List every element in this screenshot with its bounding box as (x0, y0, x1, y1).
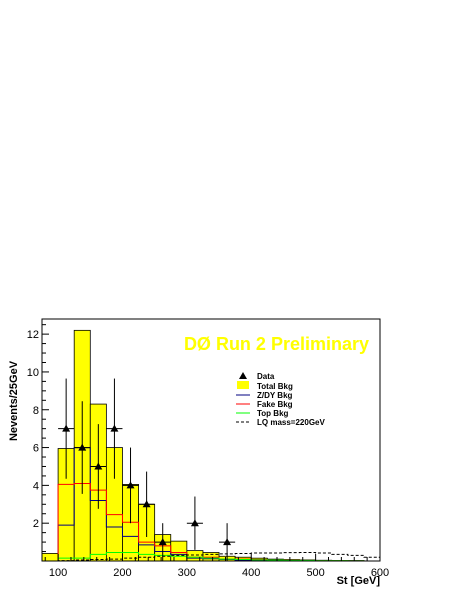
series-line-lq-mass-220gev (42, 551, 381, 562)
histogram-layer (41, 329, 381, 562)
legend-label-fake-bkg: Fake Bkg (257, 400, 293, 409)
axis-ticks: 100 200 300 400 500 600 2 4 6 8 10 12 (27, 324, 389, 579)
run-banner: DØ Run 2 Preliminary (184, 334, 369, 354)
x-axis-title: St [GeV] (337, 575, 381, 587)
legend-label-zdy-bkg: Z/DY Bkg (257, 391, 293, 400)
data-point-5 (138, 471, 155, 537)
x-tick-label-300: 300 (178, 567, 196, 579)
x-tick-label-600: 600 (371, 567, 389, 579)
bar-total-bkg-8 (170, 540, 188, 562)
legend-label-lq-signal: LQ mass=220GeV (257, 418, 325, 427)
legend-entry-top-bkg: Top Bkg (236, 409, 289, 418)
y-tick-label-12: 12 (27, 329, 39, 341)
data-marker-7 (190, 519, 199, 527)
data-marker-3 (110, 424, 119, 432)
data-point-1 (74, 401, 91, 494)
series-total-bkg (41, 329, 365, 562)
y-tick-label-8: 8 (33, 405, 39, 417)
legend-entry-zdy-bkg: Z/DY Bkg (236, 391, 293, 400)
y-axis-title: Nevents/25GeV (8, 360, 20, 441)
data-marker-4 (126, 481, 135, 489)
x-tick-label-500: 500 (306, 567, 324, 579)
data-points-layer (58, 378, 236, 561)
plot-frame (41, 318, 381, 562)
legend-entry-data: Data (239, 372, 275, 381)
data-point-3 (106, 378, 123, 479)
x-tick-label-100: 100 (49, 567, 67, 579)
data-point-7 (186, 496, 203, 550)
legend-label-data: Data (257, 372, 275, 381)
y-tick-label-4: 4 (33, 480, 39, 492)
legend-label-total-bkg: Total Bkg (257, 382, 293, 391)
data-marker-5 (142, 500, 151, 508)
legend-entry-total-bkg: Total Bkg (237, 381, 293, 391)
legend-entry-fake-bkg: Fake Bkg (236, 400, 293, 409)
data-point-8 (219, 523, 236, 561)
data-point-0 (58, 378, 75, 479)
data-marker-6 (158, 538, 167, 546)
data-point-2 (90, 424, 107, 509)
y-tick-label-2: 2 (33, 518, 39, 530)
legend-entry-lq-signal: LQ mass=220GeV (236, 418, 325, 427)
data-marker-1 (78, 443, 87, 451)
x-tick-label-200: 200 (113, 567, 131, 579)
bar-total-bkg-9 (186, 550, 204, 562)
data-point-4 (122, 447, 139, 524)
legend: Data Total Bkg Z/DY Bkg Fake Bkg Top Bkg… (236, 372, 325, 427)
x-tick-label-400: 400 (242, 567, 260, 579)
data-marker-8 (223, 538, 232, 546)
data-marker-2 (94, 462, 103, 470)
data-marker-0 (62, 424, 71, 432)
legend-label-top-bkg: Top Bkg (257, 409, 289, 418)
bar-total-bkg-0 (41, 553, 59, 562)
data-point-6 (154, 523, 171, 561)
y-tick-label-6: 6 (33, 443, 39, 455)
y-tick-label-10: 10 (27, 367, 39, 379)
